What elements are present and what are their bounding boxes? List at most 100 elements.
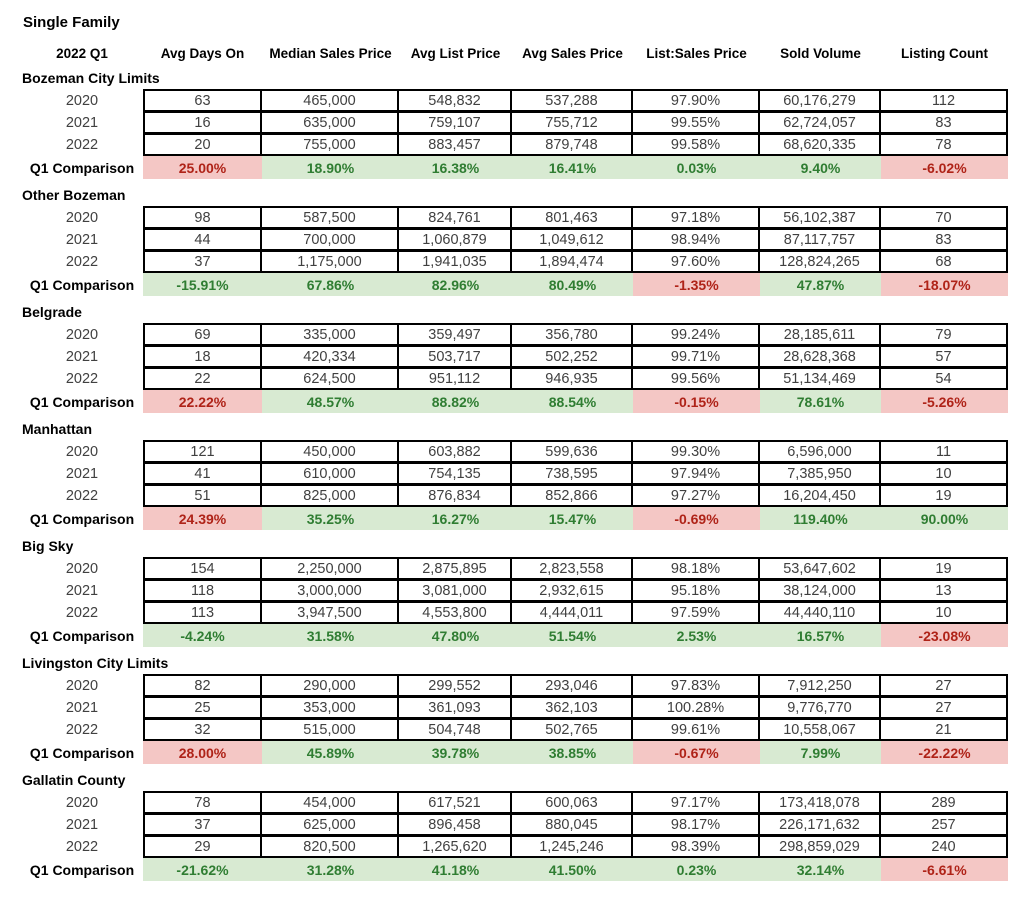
comparison-cell: 18.90% xyxy=(262,156,399,179)
data-cell: 226,171,632 xyxy=(760,813,881,836)
data-cell: 99.71% xyxy=(633,345,760,368)
comparison-row: Q1 Comparison 25.00% 18.90% 16.38% 16.41% 0.0… xyxy=(21,156,1008,179)
comparison-row: Q1 Comparison -4.24% 31.58% 47.80% 51.54% 2.5… xyxy=(21,624,1008,647)
data-cell: 99.55% xyxy=(633,111,760,134)
data-cell: 1,941,035 xyxy=(399,250,512,273)
data-cell: 738,595 xyxy=(512,462,633,485)
data-cell: 95.18% xyxy=(633,579,760,602)
data-cell: 60,176,279 xyxy=(760,89,881,112)
data-cell: 22 xyxy=(143,367,262,390)
table-row: 2021 16 635,000 759,107 755,712 99.55% 62,724,… xyxy=(21,111,1008,134)
section-title: Gallatin County xyxy=(22,772,126,788)
data-cell: 62,724,057 xyxy=(760,111,881,134)
region-section: Other Bozeman 2020 98 587,500 824,761 801,463… xyxy=(21,184,1008,296)
data-cell: 240 xyxy=(881,835,1008,858)
data-cell: 617,521 xyxy=(399,791,512,814)
table-row: 2021 37 625,000 896,458 880,045 98.17% 226,171… xyxy=(21,813,1008,836)
comparison-cell: 16.38% xyxy=(399,156,512,179)
comparison-cell: 48.57% xyxy=(262,390,399,413)
comparison-cell: -21.62% xyxy=(143,858,262,881)
table-row: 2020 69 335,000 359,497 356,780 99.24% 28,185,… xyxy=(21,323,1008,346)
table-row: 2021 41 610,000 754,135 738,595 97.94% 7,385,9… xyxy=(21,462,1008,485)
data-cell: 9,776,770 xyxy=(760,696,881,719)
comparison-cell: 15.47% xyxy=(512,507,633,530)
comparison-cell: -5.26% xyxy=(881,390,1008,413)
data-cell: 3,000,000 xyxy=(262,579,399,602)
comparison-label: Q1 Comparison xyxy=(29,159,135,176)
data-cell: 79 xyxy=(881,323,1008,346)
comparison-cell: -6.61% xyxy=(881,858,1008,881)
data-cell: 11 xyxy=(881,440,1008,463)
data-cell: 44,440,110 xyxy=(760,601,881,624)
comparison-cell: 16.57% xyxy=(760,624,881,647)
data-cell: 299,552 xyxy=(399,674,512,697)
data-cell: 951,112 xyxy=(399,367,512,390)
data-cell: 293,046 xyxy=(512,674,633,697)
section-title: Livingston City Limits xyxy=(22,655,169,671)
data-cell: 113 xyxy=(143,601,262,624)
comparison-cell: 0.03% xyxy=(633,156,760,179)
data-cell: 4,553,800 xyxy=(399,601,512,624)
comparison-row: Q1 Comparison 24.39% 35.25% 16.27% 15.47% -0.… xyxy=(21,507,1008,530)
table-row: 2022 113 3,947,500 4,553,800 4,444,011 97.59%… xyxy=(21,601,1008,624)
data-cell: 2,875,895 xyxy=(399,557,512,580)
comparison-cell: 2.53% xyxy=(633,624,760,647)
data-cell: 83 xyxy=(881,228,1008,251)
column-header-median-sales-price: Median Sales Price xyxy=(269,45,392,61)
data-cell: 801,463 xyxy=(512,206,633,229)
table-row: 2022 22 624,500 951,112 946,935 99.56% 51,134,… xyxy=(21,367,1008,390)
comparison-cell: 47.87% xyxy=(760,273,881,296)
data-cell: 28,628,368 xyxy=(760,345,881,368)
data-cell: 2,250,000 xyxy=(262,557,399,580)
data-cell: 97.18% xyxy=(633,206,760,229)
data-cell: 599,636 xyxy=(512,440,633,463)
report-subtitle: 2022 Q1 xyxy=(56,45,108,61)
data-cell: 548,832 xyxy=(399,89,512,112)
data-cell: 99.56% xyxy=(633,367,760,390)
data-cell: 121 xyxy=(143,440,262,463)
data-cell: 10,558,067 xyxy=(760,718,881,741)
comparison-cell: 24.39% xyxy=(143,507,262,530)
sections-container: Bozeman City Limits 2020 63 465,000 548,832 5… xyxy=(21,67,1008,881)
year-label: 2021 xyxy=(65,114,99,131)
data-cell: 98 xyxy=(143,206,262,229)
table-row: 2022 29 820,500 1,265,620 1,245,246 98.39% 298… xyxy=(21,835,1008,858)
comparison-row: Q1 Comparison -21.62% 31.28% 41.18% 41.50% 0.… xyxy=(21,858,1008,881)
report-title: Single Family xyxy=(23,14,120,31)
table-row: 2021 25 353,000 361,093 362,103 100.28% 9,776,… xyxy=(21,696,1008,719)
year-label: 2020 xyxy=(65,677,99,694)
comparison-row: Q1 Comparison 28.00% 45.89% 39.78% 38.85% -0.… xyxy=(21,741,1008,764)
data-cell: 359,497 xyxy=(399,323,512,346)
comparison-label: Q1 Comparison xyxy=(29,627,135,644)
year-label: 2022 xyxy=(65,604,99,621)
data-cell: 69 xyxy=(143,323,262,346)
section-title: Manhattan xyxy=(22,421,92,437)
table-row: 2022 51 825,000 876,834 852,866 97.27% 16,204,… xyxy=(21,484,1008,507)
data-cell: 78 xyxy=(881,133,1008,156)
data-cell: 820,500 xyxy=(262,835,399,858)
table-row: 2022 20 755,000 883,457 879,748 99.58% 68,620,… xyxy=(21,133,1008,156)
year-label: 2020 xyxy=(65,209,99,226)
data-cell: 97.27% xyxy=(633,484,760,507)
year-label: 2020 xyxy=(65,443,99,460)
data-cell: 98.39% xyxy=(633,835,760,858)
data-cell: 625,000 xyxy=(262,813,399,836)
data-cell: 1,245,246 xyxy=(512,835,633,858)
data-cell: 610,000 xyxy=(262,462,399,485)
table-row: 2022 32 515,000 504,748 502,765 99.61% 10,558,… xyxy=(21,718,1008,741)
data-cell: 420,334 xyxy=(262,345,399,368)
comparison-cell: 82.96% xyxy=(399,273,512,296)
comparison-cell: 88.54% xyxy=(512,390,633,413)
column-header-list-sales-price: List:Sales Price xyxy=(646,45,747,61)
data-cell: 97.94% xyxy=(633,462,760,485)
data-cell: 587,500 xyxy=(262,206,399,229)
data-cell: 361,093 xyxy=(399,696,512,719)
data-cell: 356,780 xyxy=(512,323,633,346)
region-section: Big Sky 2020 154 2,250,000 2,875,895 2,823,55… xyxy=(21,535,1008,647)
data-cell: 28,185,611 xyxy=(760,323,881,346)
comparison-cell: 47.80% xyxy=(399,624,512,647)
region-section: Manhattan 2020 121 450,000 603,882 599,636 99.… xyxy=(21,418,1008,530)
data-cell: 54 xyxy=(881,367,1008,390)
column-header-sold-volume: Sold Volume xyxy=(780,45,861,61)
section-title: Belgrade xyxy=(22,304,82,320)
